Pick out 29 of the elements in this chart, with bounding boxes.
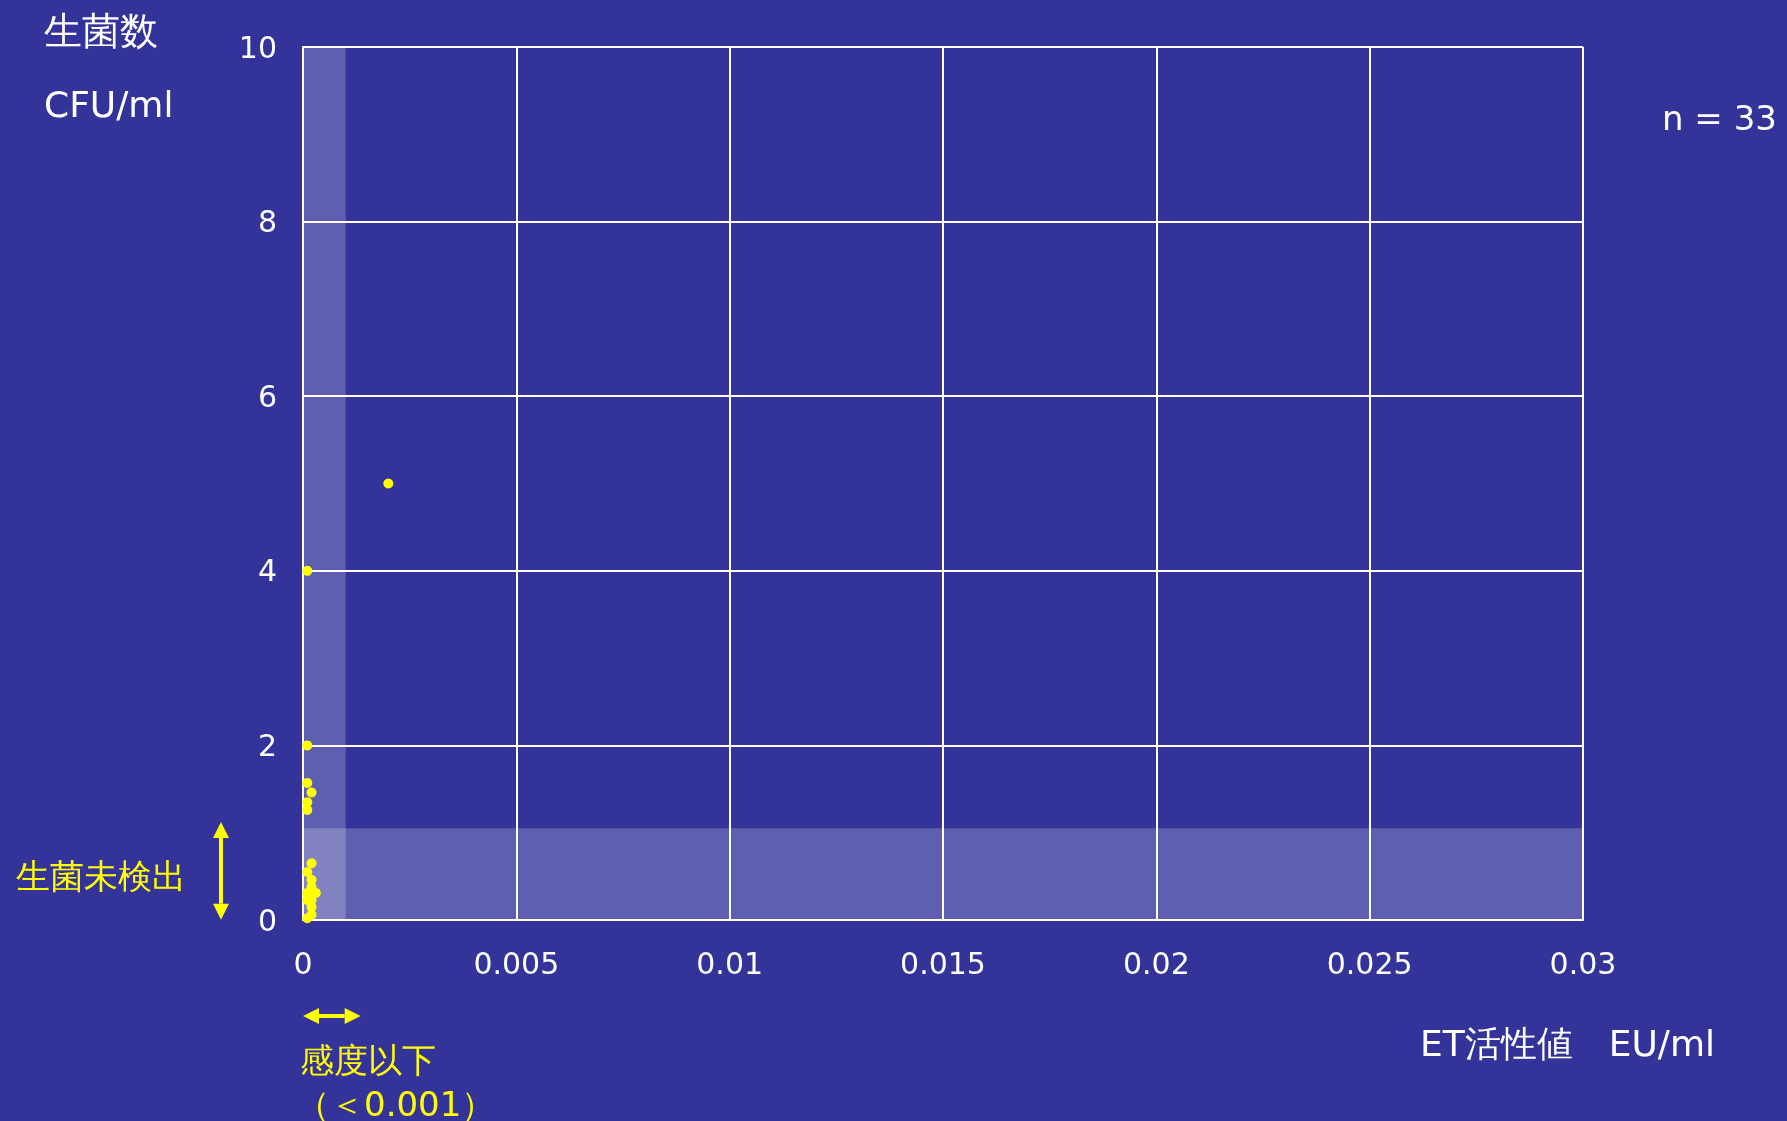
- text: （＜0.001）: [296, 1083, 496, 1121]
- x-tick-label: 0.02: [1122, 945, 1190, 981]
- x-tick-label: 0.025: [1326, 945, 1413, 981]
- point: [302, 805, 313, 815]
- text: n = 33: [1662, 98, 1777, 138]
- y-tick-label: 4: [257, 553, 277, 589]
- x-tick-label: 0: [293, 945, 313, 981]
- text: 感度以下: [300, 1039, 436, 1082]
- text: 生菌未検出: [16, 855, 186, 898]
- point: [383, 478, 394, 489]
- point: [302, 565, 313, 576]
- y-tick-label: 6: [257, 378, 277, 414]
- x-tick-label: 0.005: [473, 945, 560, 981]
- chart-title: 生菌数: [44, 8, 158, 55]
- y-tick-label: 10: [238, 29, 277, 65]
- point: [306, 787, 317, 798]
- point: [310, 887, 321, 898]
- point: [302, 866, 313, 877]
- y-tick-label: 2: [257, 727, 277, 763]
- y-axis-title: CFU/ml: [44, 84, 174, 125]
- x-tick-label: 0.01: [696, 945, 764, 981]
- x-axis-title: ET活性値 EU/ml: [1420, 1022, 1716, 1066]
- point: [302, 740, 313, 751]
- point: [302, 777, 313, 788]
- x-tick-label: 0.03: [1549, 945, 1617, 981]
- point: [306, 858, 317, 869]
- y-tick-label: 8: [257, 204, 277, 240]
- y-tick-label: 0: [257, 902, 277, 938]
- x-tick-label: 0.015: [900, 945, 986, 981]
